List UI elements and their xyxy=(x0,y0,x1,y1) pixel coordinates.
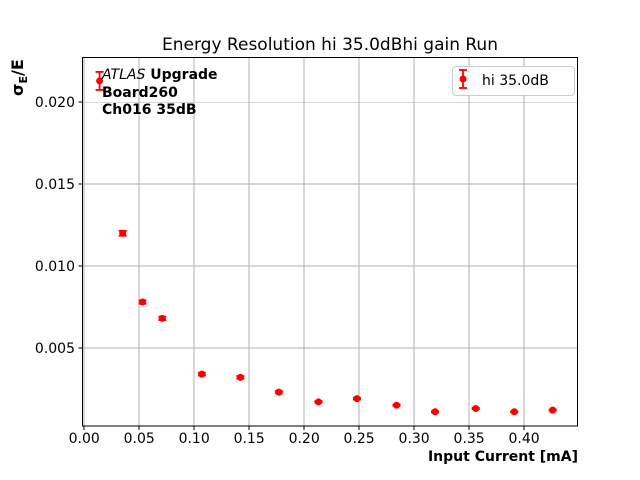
x-tick-label: 0.35 xyxy=(454,431,485,447)
y-tick-label: 0.005 xyxy=(35,341,75,357)
y-tick-label: 0.010 xyxy=(35,259,75,275)
x-tick-label: 0.20 xyxy=(289,431,320,447)
data-point xyxy=(236,373,244,381)
y-axis-label-sub: E xyxy=(17,76,31,84)
legend-label: hi 35.0dB xyxy=(482,73,549,89)
data-point xyxy=(393,401,401,409)
chart-title: Energy Resolution hi 35.0dBhi gain Run xyxy=(162,35,498,55)
data-point xyxy=(275,388,283,396)
data-point xyxy=(138,298,146,306)
data-point xyxy=(119,229,127,237)
x-tick-label: 0.15 xyxy=(234,431,265,447)
data-point xyxy=(510,408,518,416)
x-tick-label: 0.05 xyxy=(124,431,155,447)
annotation-line-3: Ch016 35dB xyxy=(102,102,197,118)
y-tick-label: 0.015 xyxy=(35,177,75,193)
data-point xyxy=(472,404,480,412)
data-point xyxy=(198,370,206,378)
x-tick-label: 0.10 xyxy=(179,431,210,447)
annotation-experiment: ATLAS xyxy=(102,67,146,83)
y-axis-label: σE/E xyxy=(8,59,30,96)
annotation: ATLAS Upgrade Board260 Ch016 35dB xyxy=(102,67,218,120)
data-point xyxy=(158,314,166,322)
data-point xyxy=(96,77,104,85)
data-point xyxy=(314,398,322,406)
y-axis-label-main: σ xyxy=(8,83,27,96)
legend-errorbar-icon xyxy=(459,69,467,89)
axes-spine xyxy=(82,57,578,427)
x-tick-label: 0.30 xyxy=(399,431,430,447)
x-tick-label: 0.00 xyxy=(69,431,100,447)
data-point xyxy=(353,395,361,403)
x-axis-label: Input Current [mA] xyxy=(427,449,578,465)
data-point xyxy=(431,408,439,416)
annotation-line-1: ATLAS Upgrade xyxy=(102,67,218,85)
y-axis-label-rest: /E xyxy=(8,59,27,77)
x-tick-label: 0.25 xyxy=(344,431,375,447)
data-point xyxy=(549,406,557,414)
legend: hi 35.0dB xyxy=(452,66,575,96)
x-tick-label: 0.40 xyxy=(509,431,540,447)
annotation-upgrade: Upgrade xyxy=(150,67,218,83)
annotation-line-2: Board260 xyxy=(102,84,178,101)
y-tick-label: 0.020 xyxy=(35,95,75,111)
